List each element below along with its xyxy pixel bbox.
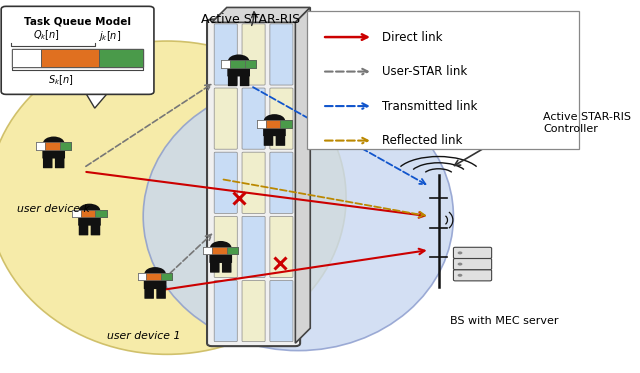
Text: $Q_k[n]$: $Q_k[n]$ — [33, 29, 60, 43]
Bar — [227, 247, 238, 254]
Bar — [45, 142, 60, 150]
Bar — [12, 49, 143, 67]
FancyBboxPatch shape — [210, 261, 220, 273]
FancyBboxPatch shape — [276, 135, 285, 146]
Bar — [257, 120, 292, 128]
Bar — [266, 120, 280, 128]
FancyBboxPatch shape — [43, 157, 52, 168]
Text: Transmitted link: Transmitted link — [382, 100, 477, 113]
FancyBboxPatch shape — [55, 157, 65, 168]
FancyBboxPatch shape — [242, 88, 265, 149]
FancyBboxPatch shape — [242, 24, 265, 85]
Circle shape — [228, 54, 250, 68]
FancyBboxPatch shape — [270, 24, 293, 85]
FancyBboxPatch shape — [222, 261, 232, 273]
Text: $S_k[n]$: $S_k[n]$ — [47, 73, 73, 87]
Polygon shape — [295, 7, 310, 343]
Bar — [212, 247, 227, 254]
Bar — [138, 273, 147, 280]
Circle shape — [264, 114, 285, 128]
Bar — [41, 49, 99, 67]
Text: Task Queue Model: Task Queue Model — [24, 16, 131, 26]
FancyBboxPatch shape — [454, 270, 492, 281]
FancyBboxPatch shape — [91, 224, 100, 235]
Circle shape — [458, 263, 462, 266]
Bar — [12, 49, 41, 67]
FancyBboxPatch shape — [207, 19, 300, 346]
FancyBboxPatch shape — [485, 119, 511, 134]
FancyBboxPatch shape — [214, 280, 237, 342]
Circle shape — [43, 137, 65, 150]
FancyBboxPatch shape — [270, 88, 293, 149]
Circle shape — [210, 241, 232, 254]
Bar — [60, 142, 71, 150]
Text: user device 1: user device 1 — [106, 331, 180, 341]
Bar — [204, 247, 238, 254]
Text: Reflected link: Reflected link — [382, 134, 462, 147]
FancyBboxPatch shape — [307, 11, 579, 149]
Bar — [36, 142, 45, 150]
FancyBboxPatch shape — [145, 288, 154, 299]
FancyBboxPatch shape — [454, 258, 492, 270]
FancyBboxPatch shape — [240, 75, 250, 86]
FancyBboxPatch shape — [42, 146, 65, 159]
FancyBboxPatch shape — [454, 247, 492, 258]
FancyBboxPatch shape — [214, 88, 237, 149]
FancyBboxPatch shape — [214, 152, 237, 213]
Bar — [72, 210, 81, 217]
FancyBboxPatch shape — [270, 216, 293, 278]
Ellipse shape — [143, 82, 454, 351]
Bar — [244, 60, 256, 68]
FancyBboxPatch shape — [209, 250, 232, 263]
FancyBboxPatch shape — [79, 224, 88, 235]
Circle shape — [79, 204, 100, 217]
Text: $j_k[n]$: $j_k[n]$ — [97, 29, 120, 43]
FancyBboxPatch shape — [156, 288, 166, 299]
FancyBboxPatch shape — [242, 216, 265, 278]
Bar — [221, 60, 230, 68]
Bar — [257, 120, 266, 128]
Bar — [95, 210, 107, 217]
Bar — [204, 247, 212, 254]
FancyBboxPatch shape — [228, 75, 237, 86]
FancyBboxPatch shape — [144, 276, 166, 289]
Circle shape — [458, 251, 462, 254]
FancyBboxPatch shape — [214, 24, 237, 85]
Bar — [161, 273, 172, 280]
Bar — [230, 60, 244, 68]
Text: Direct link: Direct link — [382, 31, 442, 44]
Bar — [99, 49, 143, 67]
Bar — [147, 273, 161, 280]
FancyBboxPatch shape — [78, 213, 101, 226]
FancyBboxPatch shape — [264, 135, 273, 146]
FancyBboxPatch shape — [270, 152, 293, 213]
FancyBboxPatch shape — [270, 280, 293, 342]
Bar — [36, 142, 71, 150]
Bar — [81, 210, 95, 217]
Bar — [138, 273, 172, 280]
FancyBboxPatch shape — [242, 280, 265, 342]
Text: Active STAR-RIS: Active STAR-RIS — [201, 13, 300, 26]
Bar — [221, 60, 256, 68]
Text: user device k: user device k — [17, 204, 90, 214]
Polygon shape — [212, 7, 310, 22]
FancyBboxPatch shape — [1, 6, 154, 94]
Circle shape — [458, 274, 462, 277]
FancyBboxPatch shape — [473, 112, 521, 141]
Bar — [72, 210, 107, 217]
FancyBboxPatch shape — [491, 122, 504, 130]
Text: BS with MEC server: BS with MEC server — [450, 316, 559, 326]
Ellipse shape — [0, 41, 346, 354]
FancyBboxPatch shape — [242, 152, 265, 213]
Text: User-STAR link: User-STAR link — [382, 65, 467, 78]
Polygon shape — [84, 91, 109, 108]
Bar — [280, 120, 292, 128]
FancyBboxPatch shape — [214, 216, 237, 278]
FancyBboxPatch shape — [227, 64, 250, 76]
FancyBboxPatch shape — [263, 123, 286, 136]
Circle shape — [145, 267, 166, 280]
Text: Active STAR-RIS
Controller: Active STAR-RIS Controller — [543, 112, 631, 134]
